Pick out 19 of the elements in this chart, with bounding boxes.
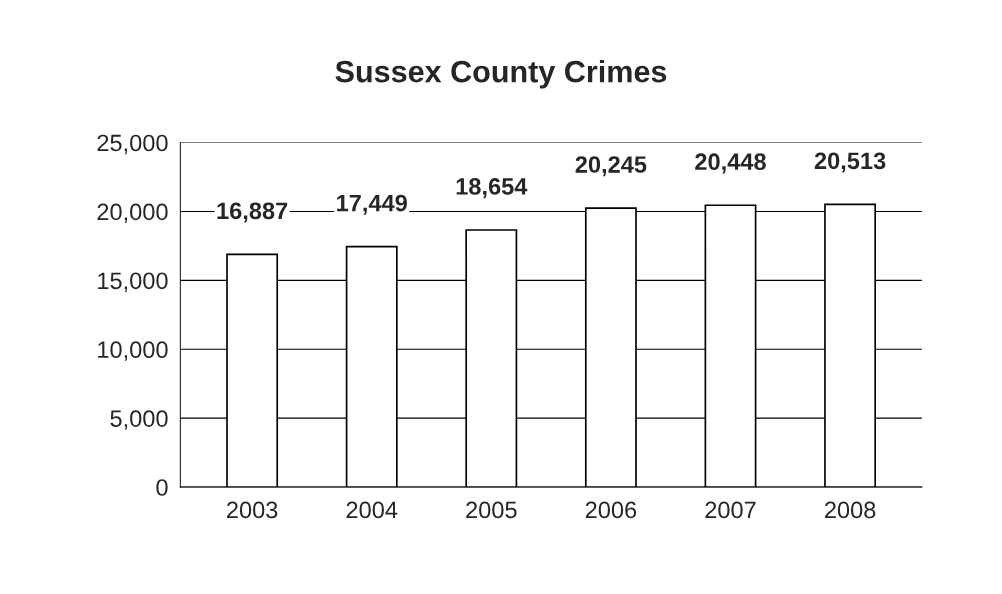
x-tick-label: 2004 [346,501,398,519]
y-tick-label: 5,000 [110,410,168,430]
y-tick-label: 15,000 [98,272,168,292]
y-tick-label: 0 [156,479,168,496]
data-label: 16,887 [217,202,288,223]
x-tick-label: 2008 [825,501,876,519]
x-tick-label: 2005 [466,501,517,519]
data-label: 18,654 [456,178,528,199]
data-label: 20,448 [695,153,766,174]
data-label: 20,245 [575,156,647,177]
x-tick-label: 2006 [585,501,637,519]
x-tick-label: 2007 [705,501,756,519]
y-tick-label: 10,000 [98,341,168,361]
x-tick-label: 2003 [227,501,278,519]
data-label: 17,449 [337,194,407,215]
data-label: 20,513 [814,152,886,173]
y-tick-label: 25,000 [97,134,168,155]
chart-title: Sussex County Crimes [335,60,667,89]
y-tick-label: 20,000 [97,203,168,224]
